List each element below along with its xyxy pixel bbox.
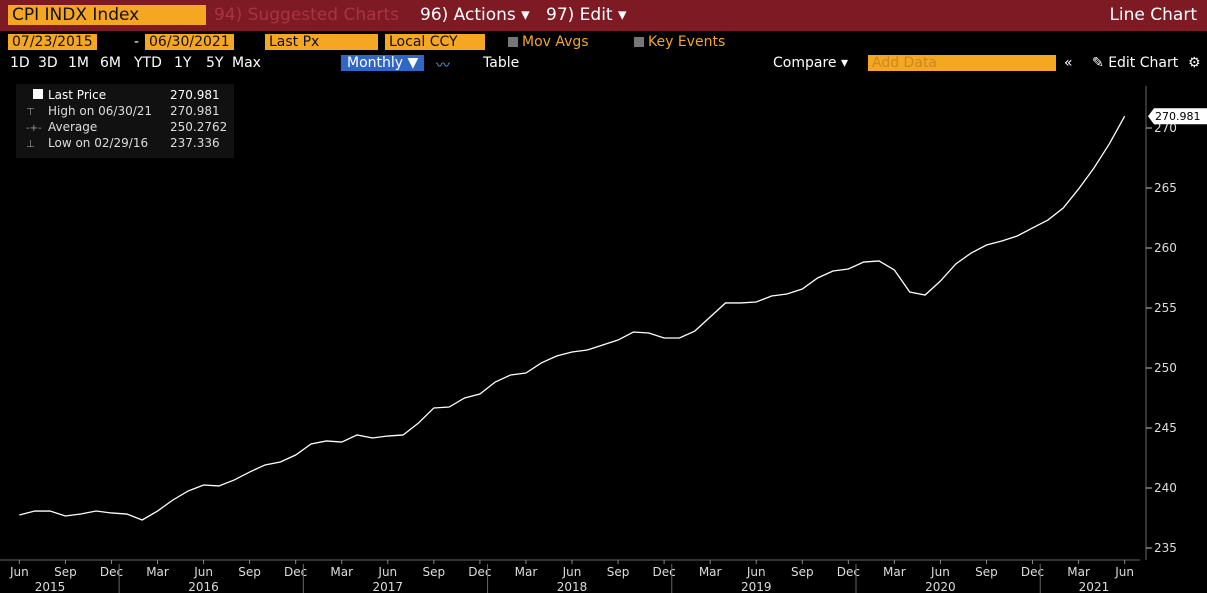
x-tick-label: Dec — [652, 565, 675, 579]
legend-stat-value: 237.336 — [170, 136, 220, 150]
legend-value: 270.981 — [170, 88, 220, 102]
x-tick-label: Mar — [515, 565, 538, 579]
x-tick-label: Jun — [746, 565, 766, 579]
security-field[interactable]: CPI INDX Index — [8, 5, 206, 25]
x-tick-label: Dec — [837, 565, 860, 579]
last-value-tag-shape — [1148, 108, 1207, 125]
x-tick-label: Jun — [562, 565, 582, 579]
view-name: Line Chart — [1109, 5, 1197, 25]
last-value-tag: 270.981 — [1148, 108, 1207, 125]
date-separator: - — [134, 34, 140, 50]
period-button[interactable]: 1D — [10, 55, 30, 71]
edit-chart-label: Edit Chart — [1108, 55, 1179, 71]
legend-stat-label: Low on 02/29/16 — [48, 136, 148, 150]
legend-background — [16, 84, 234, 158]
year-label: 2015 — [35, 580, 66, 593]
x-tick-label: Jun — [1114, 565, 1134, 579]
legend-stat-value: 250.2762 — [170, 120, 227, 134]
legend: Last Price 270.981 ⊤ High on 06/30/21 270.98… — [16, 84, 234, 158]
legend-swatch — [33, 89, 43, 99]
y-tick-label: 260 — [1154, 241, 1177, 255]
x-tick-label: Dec — [1021, 565, 1044, 579]
x-tick-label: Sep — [54, 565, 77, 579]
settings-icon[interactable]: ⚙ — [1188, 55, 1201, 71]
period-button[interactable]: 6M — [100, 55, 121, 71]
key-events[interactable]: Key Events — [634, 34, 725, 50]
x-tick-label: Jun — [9, 565, 29, 579]
chart-background — [0, 76, 1207, 593]
last-value-tag-label: 270.981 — [1155, 110, 1201, 123]
legend-stat-label: High on 06/30/21 — [48, 104, 152, 118]
settings-bar: 07/23/2015 - 06/30/2021 Last Px Local CC… — [0, 32, 1207, 52]
legend-label: Last Price — [48, 88, 106, 102]
y-tick-label: 235 — [1154, 541, 1177, 555]
x-tick-label: Mar — [883, 565, 906, 579]
period-button[interactable]: 1Y — [174, 55, 192, 71]
y-tick-label: 240 — [1154, 481, 1177, 495]
add-data-field[interactable]: Add Data — [868, 55, 1056, 71]
year-label: 2020 — [925, 580, 956, 593]
y-tick-label: 255 — [1154, 301, 1177, 315]
collapse-button[interactable]: « — [1064, 55, 1073, 71]
period-button[interactable]: YTD — [134, 55, 162, 71]
compare-menu[interactable]: Compare ▾ — [773, 55, 848, 71]
x-tick-label: Mar — [699, 565, 722, 579]
y-tick-label: 250 — [1154, 361, 1177, 375]
x-tick-label: Mar — [330, 565, 353, 579]
edit-menu[interactable]: 97) Edit ▾ — [546, 5, 627, 25]
period-bar: 1D 3D 1M 6M YTD 1Y 5Y Max Monthly ▼ 〰 Table Com… — [0, 53, 1207, 75]
period-button[interactable]: 3D — [38, 55, 58, 71]
x-tick-label: Dec — [100, 565, 123, 579]
period-button[interactable]: Max — [232, 55, 261, 71]
x-tick-label: Dec — [468, 565, 491, 579]
year-label: 2018 — [557, 580, 588, 593]
y-tick-label: 245 — [1154, 421, 1177, 435]
year-label: 2017 — [373, 580, 404, 593]
end-date[interactable]: 06/30/2021 — [145, 34, 234, 50]
suggested-charts[interactable]: 94) Suggested Charts — [214, 5, 400, 25]
year-label: 2021 — [1079, 580, 1110, 593]
table-button[interactable]: Table — [483, 55, 520, 71]
chart: 235 240 245 250 255 260 265 270 Jun Sep Dec Mar Jun S… — [0, 76, 1207, 593]
x-tick-label: Jun — [193, 565, 213, 579]
price-line — [19, 115, 1126, 521]
x-tick-label: Jun — [930, 565, 950, 579]
period-button[interactable]: 5Y — [206, 55, 224, 71]
field-select[interactable]: Last Px — [265, 34, 378, 50]
year-label: 2016 — [188, 580, 219, 593]
x-tick-label: Sep — [238, 565, 261, 579]
legend-icon: ⊥ — [26, 139, 35, 150]
legend-stat-value: 270.981 — [170, 104, 220, 118]
frequency-button[interactable]: Monthly ▼ — [341, 55, 425, 71]
edit-chart-button[interactable]: ✎ Edit Chart — [1092, 55, 1179, 71]
chart-icon[interactable]: 〰 — [436, 58, 450, 74]
period-button[interactable]: 1M — [68, 55, 89, 71]
key-events-label: Key Events — [648, 34, 726, 50]
mov-avgs[interactable]: Mov Avgs — [508, 34, 589, 50]
y-tick-label: 265 — [1154, 181, 1177, 195]
mov-avgs-label: Mov Avgs — [522, 34, 589, 50]
x-tick-label: Sep — [423, 565, 446, 579]
x-tick-label: Sep — [607, 565, 630, 579]
legend-icon: -+- — [26, 123, 42, 134]
x-tick-label: Sep — [791, 565, 814, 579]
x-tick-label: Jun — [377, 565, 397, 579]
legend-icon: ⊤ — [26, 107, 35, 118]
x-tick-label: Sep — [975, 565, 998, 579]
y-tick-label: 270 — [1154, 121, 1177, 135]
x-tick-label: Dec — [284, 565, 307, 579]
title-bar: CPI INDX Index 94) Suggested Charts 96) … — [0, 0, 1207, 31]
x-tick-label: Mar — [146, 565, 169, 579]
start-date[interactable]: 07/23/2015 — [8, 34, 97, 50]
currency-select[interactable]: Local CCY — [385, 34, 485, 50]
actions-menu[interactable]: 96) Actions ▾ — [420, 5, 530, 25]
x-tick-label: Mar — [1067, 565, 1090, 579]
legend-stat-label: Average — [48, 120, 97, 134]
year-label: 2019 — [741, 580, 772, 593]
